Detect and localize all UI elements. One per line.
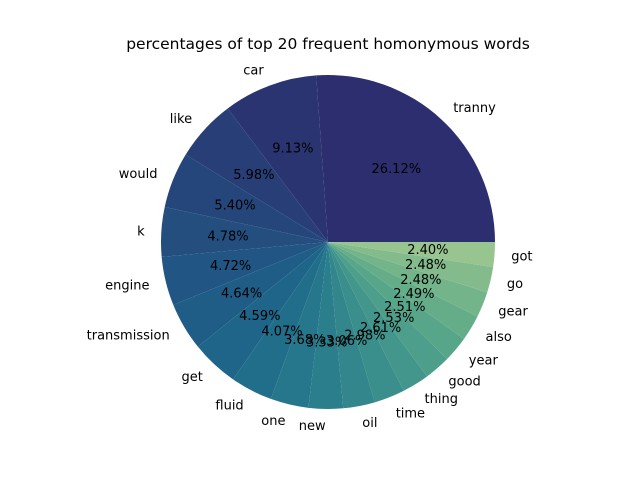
slice-label-time: time (396, 406, 425, 421)
slice-percent-go: 2.48% (405, 258, 446, 273)
slice-percent-like: 5.98% (233, 168, 274, 183)
slice-percent-good: 2.53% (373, 311, 414, 326)
slice-percent-time: 2.98% (344, 329, 385, 344)
slice-label-also: also (486, 330, 512, 345)
pie-slice-thing (328, 242, 428, 391)
slice-percent-engine: 4.72% (210, 259, 251, 274)
slice-percent-one: 3.68% (284, 333, 325, 348)
slice-label-new: new (299, 419, 326, 434)
pie-slice-tranny (316, 75, 495, 242)
slice-label-fluid: fluid (215, 399, 243, 414)
pie-slice-also (328, 242, 478, 339)
pie-slice-new (308, 242, 344, 409)
slice-percent-get: 4.59% (239, 309, 280, 324)
slice-percent-got: 2.40% (407, 243, 448, 258)
slice-label-car: car (243, 63, 264, 78)
pie-slices (160, 75, 495, 409)
pie-slice-like (185, 108, 328, 242)
pie-slice-k (160, 207, 328, 257)
pie-slice-got (328, 242, 495, 268)
slice-percent-also: 2.49% (393, 287, 434, 302)
slice-label-gear: gear (498, 304, 528, 319)
slice-percent-thing: 2.61% (360, 321, 401, 336)
slice-percent-would: 5.40% (214, 198, 255, 213)
slice-label-k: k (137, 224, 145, 239)
slice-label-like: like (170, 112, 192, 127)
slice-percent-k: 4.78% (207, 229, 248, 244)
slice-label-got: got (511, 249, 532, 264)
slice-label-good: good (448, 374, 480, 389)
pie-slice-oil (328, 242, 375, 409)
pie-slice-transmission (173, 242, 328, 347)
slice-percent-new: 3.33% (306, 336, 347, 351)
pie-slice-good (328, 242, 448, 377)
slice-label-transmission: transmission (87, 329, 170, 344)
slice-label-thing: thing (425, 392, 458, 407)
slice-percent-transmission: 4.64% (221, 286, 262, 301)
pie-slice-car (227, 75, 328, 242)
chart-title: percentages of top 20 frequent homonymou… (126, 35, 530, 53)
slice-percent-car: 9.13% (272, 142, 313, 157)
slice-percent-gear: 2.48% (400, 273, 441, 288)
pie-slice-one (270, 242, 328, 408)
pie-slice-fluid (233, 242, 328, 399)
slice-percent-fluid: 4.07% (261, 325, 302, 340)
slice-percent-oil: 3.06% (326, 334, 367, 349)
slice-percent-year: 2.51% (384, 300, 425, 315)
pie-slice-year (328, 242, 465, 360)
slice-label-get: get (182, 370, 203, 385)
pie-percent-labels: 26.12% 9.13% 5.98% 5.40% 4.78% 4.72% 4.64% 4.59… (207, 142, 448, 351)
slice-label-year: year (469, 354, 499, 369)
slice-label-one: one (261, 414, 285, 429)
pie-labels: tranny car like would k engine transmission get… (87, 63, 533, 434)
pie-slice-would (164, 154, 328, 242)
slice-label-engine: engine (105, 279, 149, 294)
slice-label-would: would (119, 167, 158, 182)
slice-label-tranny: tranny (453, 101, 496, 116)
pie-slice-engine (161, 242, 328, 305)
slice-label-go: go (507, 277, 523, 292)
slice-percent-tranny: 26.12% (372, 162, 422, 177)
pie-slice-time (328, 242, 404, 403)
slice-label-oil: oil (362, 416, 377, 431)
pie-slice-gear (328, 242, 488, 317)
pie-slice-go (328, 242, 494, 293)
pie-slice-get (197, 242, 328, 380)
